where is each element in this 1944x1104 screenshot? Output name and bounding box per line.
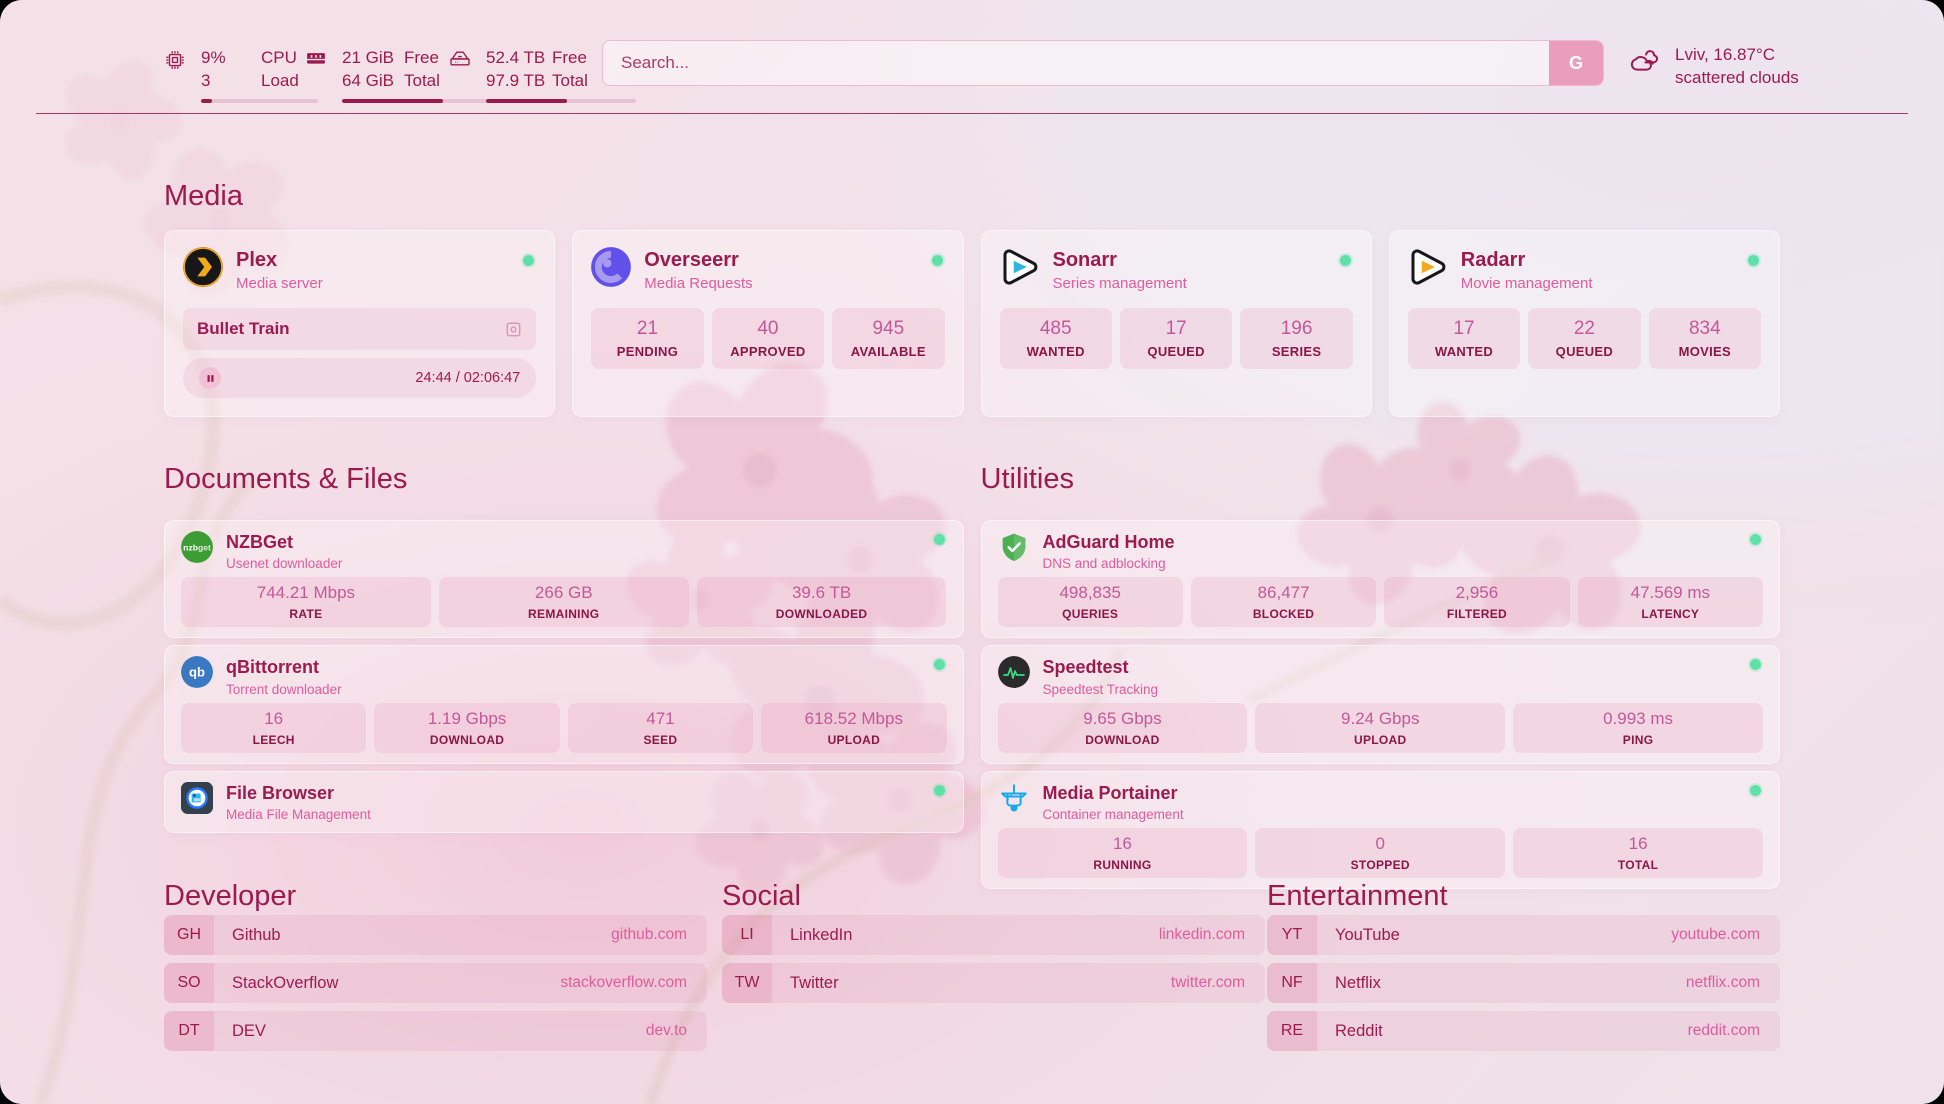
svg-text:nzbget: nzbget: [183, 543, 211, 553]
svg-text:qb: qb: [189, 665, 205, 680]
